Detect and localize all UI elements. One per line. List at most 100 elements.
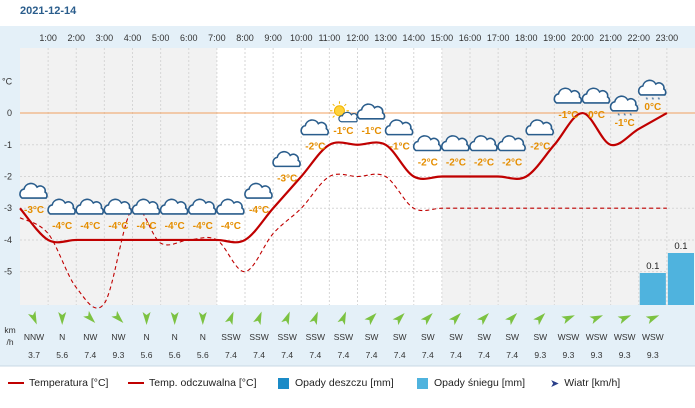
wind-direction-label: SW: [533, 332, 547, 342]
wind-arrow-icon: [198, 312, 207, 325]
temperature-label: -4°C: [193, 221, 213, 232]
wind-direction-label: WSW: [558, 332, 580, 342]
temperature-label: -4°C: [137, 221, 157, 232]
wind-arrow-shape: [142, 312, 151, 325]
wind-arrow-icon: [448, 313, 461, 326]
wind-speed-label: 9.3: [534, 350, 546, 360]
cloud-icon: [272, 151, 301, 168]
hour-tick-label: 6:00: [180, 33, 198, 43]
wind-direction-label: SW: [477, 332, 491, 342]
sun-ray: [332, 103, 335, 107]
wind-direction-label: WSW: [614, 332, 636, 342]
wind-speed-label: 7.4: [253, 350, 265, 360]
temperature-label: -1°C: [558, 110, 578, 121]
wind-arrow-icon: [170, 312, 179, 325]
wind-direction-label: SSW: [221, 332, 240, 342]
wind-direction-label: SW: [449, 332, 463, 342]
wind-arrow-shape: [83, 310, 96, 323]
wind-unit-label-2: /h: [6, 337, 13, 347]
snow-bar: [639, 273, 666, 305]
wind-speed-label: 5.6: [169, 350, 181, 360]
cloud-icon: [300, 119, 330, 136]
sun-ray: [344, 103, 347, 107]
wind-arrow-icon: [420, 313, 433, 326]
cloud-shape: [47, 198, 76, 215]
wind-arrow-icon: [533, 313, 546, 326]
wind-arrow-shape: [420, 313, 433, 326]
wind-arrow-icon: [309, 311, 318, 326]
wind-speed-label: 7.4: [281, 350, 293, 360]
temperature-label: -2°C: [502, 158, 522, 169]
wind-arrow-icon: [561, 315, 575, 325]
wind-speed-label: 7.4: [450, 350, 462, 360]
wind-arrow-icon: [476, 313, 490, 326]
snow-cloud-icon: * * *: [609, 95, 639, 120]
wind-arrow-icon: [111, 310, 124, 323]
cloud-shape: [272, 151, 301, 168]
wind-arrow-shape: [364, 313, 377, 326]
y-tick-label: 0: [7, 108, 12, 118]
cloud-icon: [75, 198, 105, 215]
cloud-icon: [412, 135, 442, 152]
temperature-legend-swatch: [8, 382, 24, 384]
cloud-shape: [187, 198, 217, 215]
hour-tick-label: 22:00: [627, 33, 650, 43]
wind-arrow-shape: [170, 312, 179, 325]
cloud-shape: [384, 119, 414, 136]
wind-direction-label: SW: [505, 332, 519, 342]
partly-sunny-icon: [329, 101, 358, 123]
temperature-label: -2°C: [530, 142, 550, 153]
cloud-icon: [47, 198, 76, 215]
temperature-label: -3°C: [277, 173, 297, 184]
legend-rain-label: Opady deszczu [mm]: [295, 377, 394, 389]
wind-arrow-shape: [617, 315, 632, 325]
legend-snow: Opady śniegu [mm]: [417, 376, 525, 390]
wind-direction-label: SW: [365, 332, 379, 342]
cloud-icon: [553, 87, 583, 104]
temperature-label: -2°C: [418, 158, 438, 169]
wind-arrow-shape: [28, 310, 37, 325]
snow-bar-label: 0.1: [646, 261, 659, 272]
hour-tick-label: 14:00: [402, 33, 425, 43]
wind-speed-label: 9.3: [619, 350, 631, 360]
hour-tick-label: 10:00: [290, 33, 313, 43]
date-label: 2021-12-14: [20, 5, 77, 17]
hour-tick-label: 9:00: [264, 33, 282, 43]
wind-arrow-icon: [337, 311, 347, 326]
wind-arrow-icon: [28, 310, 37, 325]
y-tick-label: -4: [4, 235, 12, 245]
legend-temperature: Temperatura [°C]: [8, 376, 108, 390]
y-tick-label: -5: [4, 267, 12, 277]
cloud-shape: [131, 198, 161, 215]
feels-like-legend-swatch: [128, 382, 144, 384]
y-tick-label: -3: [4, 203, 12, 213]
wind-direction-label: N: [143, 332, 149, 342]
left-axis-band: [0, 26, 20, 366]
wind-unit-label: km: [4, 325, 15, 335]
cloud-icon: [581, 87, 611, 104]
wind-arrow-shape: [253, 311, 262, 326]
snowflake-glyph: *: [645, 97, 648, 104]
y-unit-label: °C: [2, 76, 13, 86]
wind-arrow-icon: [505, 313, 518, 326]
cloud-shape: [356, 103, 386, 120]
feels-like-line: [19, 173, 667, 309]
cloud-icon: [19, 182, 48, 199]
hour-tick-label: 1:00: [39, 33, 57, 43]
wind-direction-label: SSW: [334, 332, 353, 342]
hour-tick-label: 4:00: [124, 33, 142, 43]
cloud-icon: [497, 135, 526, 152]
temperature-label: -1°C: [362, 126, 382, 137]
temperature-label: -4°C: [80, 221, 100, 232]
snow-legend-swatch: [417, 377, 428, 389]
hour-header-band: [0, 26, 695, 48]
small-cloud-shape: [338, 111, 358, 123]
cloud-shape: [300, 119, 330, 136]
wind-direction-label: SSW: [249, 332, 268, 342]
hour-tick-label: 13:00: [374, 33, 397, 43]
wind-arrow-icon: [83, 310, 96, 323]
hour-tick-label: 5:00: [152, 33, 170, 43]
wind-direction-label: SSW: [306, 332, 325, 342]
cloud-icon: [187, 198, 217, 215]
hour-tick-label: 21:00: [599, 33, 622, 43]
